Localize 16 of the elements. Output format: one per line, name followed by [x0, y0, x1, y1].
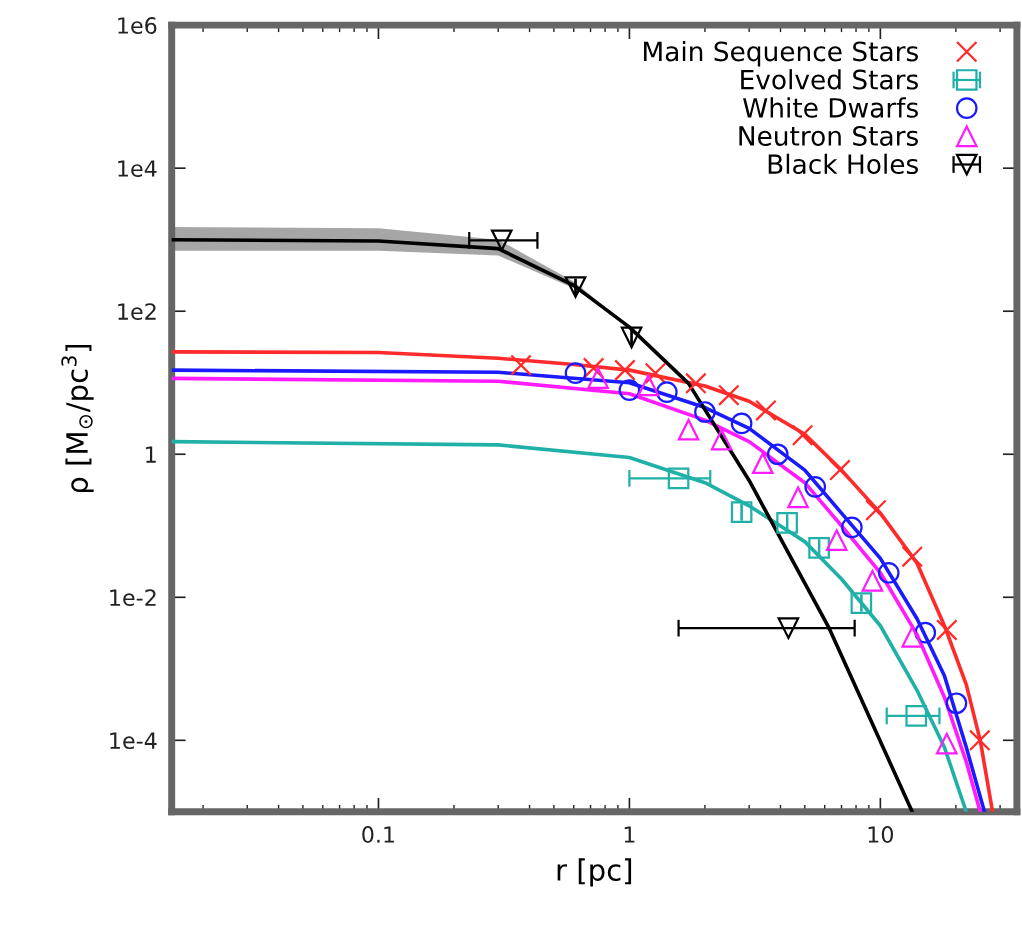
y-tick-label: 1 — [146, 446, 156, 463]
y-tick-label: 1e2 — [118, 303, 156, 320]
y-tick-label: 1e4 — [118, 160, 157, 177]
legend-label: Black Holes — [768, 153, 918, 175]
x-tick-label: 10 — [868, 826, 894, 843]
legend-label: Neutron Stars — [739, 125, 918, 146]
y-tick-label: 1e-2 — [110, 589, 156, 607]
x-tick-label: 1 — [624, 826, 635, 843]
y-axis-title: ρ [M$_{⊙}$/pc$^{3}$] — [61, 344, 94, 493]
y-tick-label: 1e6 — [118, 17, 157, 34]
legend-label: Main Sequence Stars — [644, 40, 918, 67]
x-axis-title: r [pc] — [557, 858, 632, 887]
legend-label: White Dwarfs — [743, 97, 918, 118]
legend-label: Evolved Stars — [741, 69, 918, 90]
y-tick-label: 1e-4 — [110, 732, 157, 750]
x-tick-label: 0.1 — [362, 826, 395, 843]
